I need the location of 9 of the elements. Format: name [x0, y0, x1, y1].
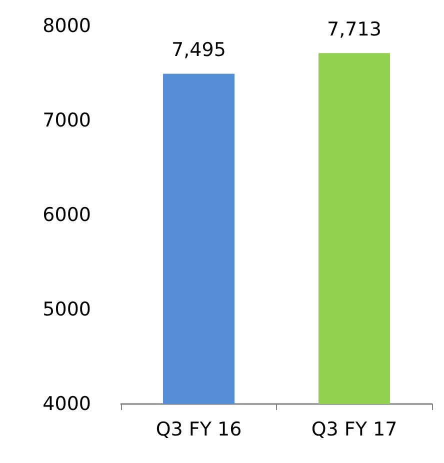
data-label: 7,495	[172, 39, 226, 62]
y-tick-label: 6000	[42, 204, 91, 226]
y-tick-label: 5000	[42, 298, 91, 320]
y-tick-label: 4000	[42, 393, 91, 415]
x-tick-label: Q3 FY 16	[156, 418, 242, 440]
data-label: 7,713	[327, 18, 382, 41]
y-tick-label: 8000	[42, 15, 91, 37]
y-tick-label: 7000	[42, 110, 91, 132]
x-tick-label: Q3 FY 17	[311, 418, 398, 440]
